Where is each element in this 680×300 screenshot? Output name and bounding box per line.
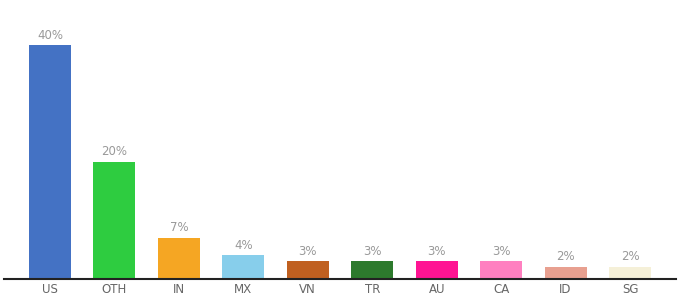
Bar xyxy=(158,238,200,279)
Text: 3%: 3% xyxy=(363,244,381,258)
Text: 3%: 3% xyxy=(492,244,511,258)
Text: 3%: 3% xyxy=(428,244,446,258)
Bar xyxy=(29,45,71,279)
Bar xyxy=(287,261,328,279)
Text: 7%: 7% xyxy=(169,221,188,234)
Text: 4%: 4% xyxy=(234,239,253,252)
Text: 2%: 2% xyxy=(556,250,575,263)
Bar xyxy=(480,261,522,279)
Text: 2%: 2% xyxy=(621,250,639,263)
Bar xyxy=(415,261,458,279)
Text: 20%: 20% xyxy=(101,146,127,158)
Text: 3%: 3% xyxy=(299,244,317,258)
Bar xyxy=(545,267,587,279)
Bar xyxy=(222,255,265,279)
Bar xyxy=(609,267,651,279)
Text: 40%: 40% xyxy=(37,28,63,41)
Bar xyxy=(352,261,393,279)
Bar xyxy=(93,162,135,279)
